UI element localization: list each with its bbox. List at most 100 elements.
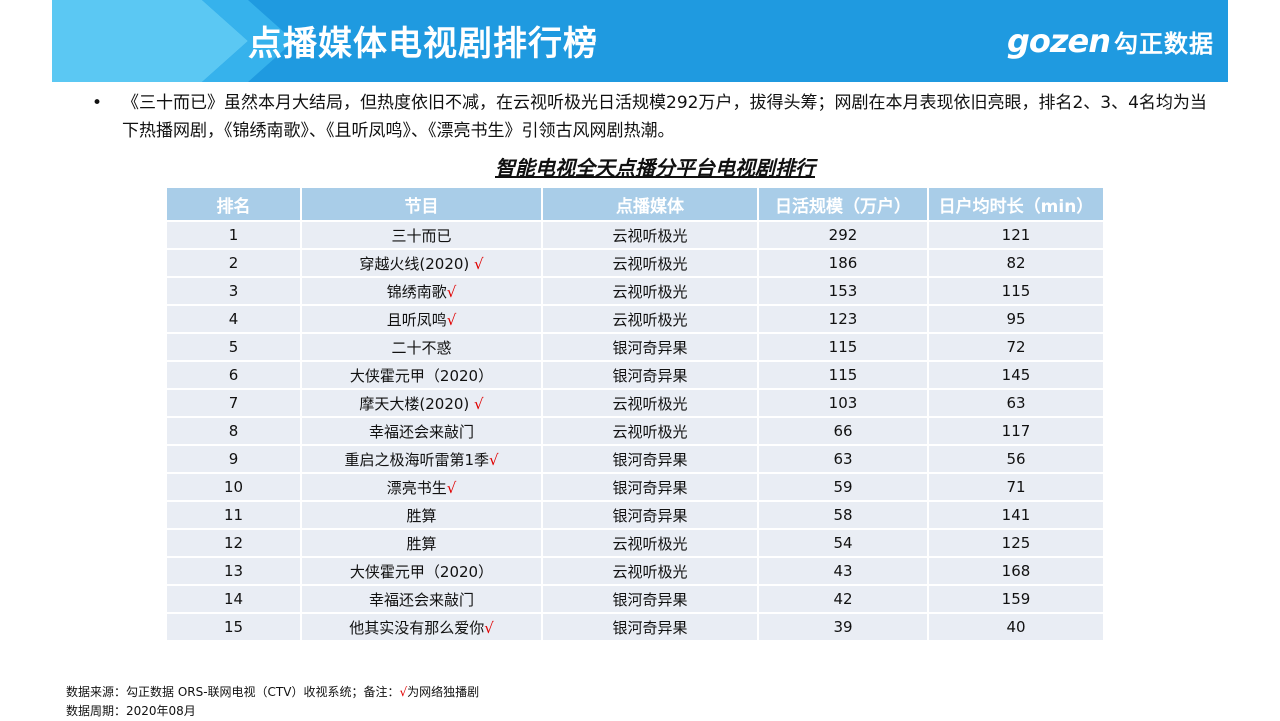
cell-media: 云视听极光	[541, 304, 759, 334]
cell-dau: 54	[757, 528, 929, 558]
column-header-rank: 排名	[165, 186, 302, 222]
cell-duration: 145	[927, 360, 1105, 390]
cell-rank: 3	[165, 276, 302, 306]
cell-duration: 168	[927, 556, 1105, 586]
exclusive-check-icon: √	[446, 282, 457, 301]
cell-program: 胜算	[300, 528, 543, 558]
program-name: 且听凤鸣	[386, 310, 447, 329]
cell-rank: 8	[165, 416, 302, 446]
cell-media: 云视听极光	[541, 556, 759, 586]
cell-rank: 14	[165, 584, 302, 614]
cell-duration: 63	[927, 388, 1105, 418]
program-name: 胜算	[406, 506, 437, 525]
cell-dau: 153	[757, 276, 929, 306]
exclusive-check-icon: √	[474, 394, 484, 413]
cell-rank: 2	[165, 248, 302, 278]
cell-program: 胜算	[300, 500, 543, 530]
summary-bullet: • 《三十而已》虽然本月大结局，但热度依旧不减，在云视听极光日活规模292万户，…	[92, 89, 1222, 145]
table-header-row: 排名 节目 点播媒体 日活规模（万户） 日户均时长（min）	[165, 186, 1105, 222]
program-name: 大侠霍元甲（2020）	[349, 366, 494, 385]
footer-source: 数据来源：勾正数据 ORS-联网电视（CTV）收视系统；备注：√为网络独播剧	[66, 683, 479, 702]
cell-program: 锦绣南歌√	[300, 276, 543, 306]
summary-text: 《三十而已》虽然本月大结局，但热度依旧不减，在云视听极光日活规模292万户，拔得…	[122, 93, 1207, 141]
table-row: 14 幸福还会来敲门 银河奇异果 42 159	[165, 584, 1105, 614]
table-row: 7 摩天大楼(2020) √ 云视听极光 103 63	[165, 388, 1105, 418]
table-row: 12 胜算 云视听极光 54 125	[165, 528, 1105, 558]
cell-program: 穿越火线(2020) √	[300, 248, 543, 278]
cell-dau: 42	[757, 584, 929, 614]
table-row: 10 漂亮书生√ 银河奇异果 59 71	[165, 472, 1105, 502]
exclusive-check-icon: √	[446, 478, 457, 497]
bullet-dot-icon: •	[92, 93, 103, 113]
footer-source-prefix: 数据来源：勾正数据 ORS-联网电视（CTV）收视系统；备注：	[66, 685, 400, 699]
cell-media: 银河奇异果	[541, 444, 759, 474]
brand-logo: gozen 勾正数据	[1007, 22, 1214, 60]
cell-duration: 95	[927, 304, 1105, 334]
cell-program: 大侠霍元甲（2020）	[300, 360, 543, 390]
cell-media: 银河奇异果	[541, 500, 759, 530]
cell-media: 云视听极光	[541, 528, 759, 558]
program-name: 二十不惑	[391, 338, 452, 357]
exclusive-check-icon: √	[484, 618, 494, 637]
program-name: 重启之极海听雷第1季	[344, 450, 489, 469]
cell-rank: 5	[165, 332, 302, 362]
cell-dau: 43	[757, 556, 929, 586]
column-header-dau: 日活规模（万户）	[757, 186, 929, 222]
cell-dau: 58	[757, 500, 929, 530]
cell-duration: 141	[927, 500, 1105, 530]
cell-media: 银河奇异果	[541, 584, 759, 614]
cell-duration: 72	[927, 332, 1105, 362]
cell-media: 银河奇异果	[541, 360, 759, 390]
cell-dau: 186	[757, 248, 929, 278]
footer-period: 数据周期：2020年08月	[66, 704, 196, 718]
exclusive-check-icon: √	[399, 685, 408, 699]
column-header-program: 节目	[300, 186, 543, 222]
table-row: 5 二十不惑 银河奇异果 115 72	[165, 332, 1105, 362]
cell-program: 摩天大楼(2020) √	[300, 388, 543, 418]
table-row: 2 穿越火线(2020) √ 云视听极光 186 82	[165, 248, 1105, 278]
cell-rank: 12	[165, 528, 302, 558]
cell-duration: 71	[927, 472, 1105, 502]
cell-duration: 82	[927, 248, 1105, 278]
cell-dau: 59	[757, 472, 929, 502]
column-header-media: 点播媒体	[541, 186, 759, 222]
program-name: 他其实没有那么爱你	[349, 618, 485, 637]
cell-media: 银河奇异果	[541, 612, 759, 642]
cell-program: 他其实没有那么爱你√	[300, 612, 543, 642]
program-name: 大侠霍元甲（2020）	[349, 562, 494, 581]
cell-rank: 13	[165, 556, 302, 586]
table-row: 11 胜算 银河奇异果 58 141	[165, 500, 1105, 530]
cell-media: 云视听极光	[541, 388, 759, 418]
cell-program: 幸福还会来敲门	[300, 416, 543, 446]
cell-media: 云视听极光	[541, 416, 759, 446]
cell-media: 云视听极光	[541, 220, 759, 250]
cell-dau: 115	[757, 360, 929, 390]
cell-rank: 1	[165, 220, 302, 250]
program-name: 幸福还会来敲门	[368, 422, 474, 441]
cell-rank: 7	[165, 388, 302, 418]
footer-source-suffix: 为网络独播剧	[407, 685, 480, 699]
cell-rank: 10	[165, 472, 302, 502]
ranking-table: 排名 节目 点播媒体 日活规模（万户） 日户均时长（min） 1 三十而已 云视听极…	[165, 186, 1105, 642]
cell-duration: 117	[927, 416, 1105, 446]
cell-dau: 123	[757, 304, 929, 334]
cell-dau: 39	[757, 612, 929, 642]
program-name: 锦绣南歌	[386, 282, 447, 301]
cell-rank: 11	[165, 500, 302, 530]
cell-dau: 292	[757, 220, 929, 250]
table-body: 1 三十而已 云视听极光 292 121 2 穿越火线(2020) √ 云视听极光 186 82 3…	[165, 220, 1105, 642]
cell-program: 大侠霍元甲（2020）	[300, 556, 543, 586]
table-row: 9 重启之极海听雷第1季√ 银河奇异果 63 56	[165, 444, 1105, 474]
cell-duration: 56	[927, 444, 1105, 474]
cell-program: 二十不惑	[300, 332, 543, 362]
table-title: 智能电视全天点播分平台电视剧排行	[495, 156, 815, 180]
table-row: 3 锦绣南歌√ 云视听极光 153 115	[165, 276, 1105, 306]
cell-dau: 103	[757, 388, 929, 418]
table-row: 15 他其实没有那么爱你√ 银河奇异果 39 40	[165, 612, 1105, 642]
cell-media: 云视听极光	[541, 248, 759, 278]
cell-duration: 125	[927, 528, 1105, 558]
cell-media: 云视听极光	[541, 276, 759, 306]
program-name: 漂亮书生	[386, 478, 447, 497]
program-name: 幸福还会来敲门	[368, 590, 474, 609]
cell-media: 银河奇异果	[541, 472, 759, 502]
